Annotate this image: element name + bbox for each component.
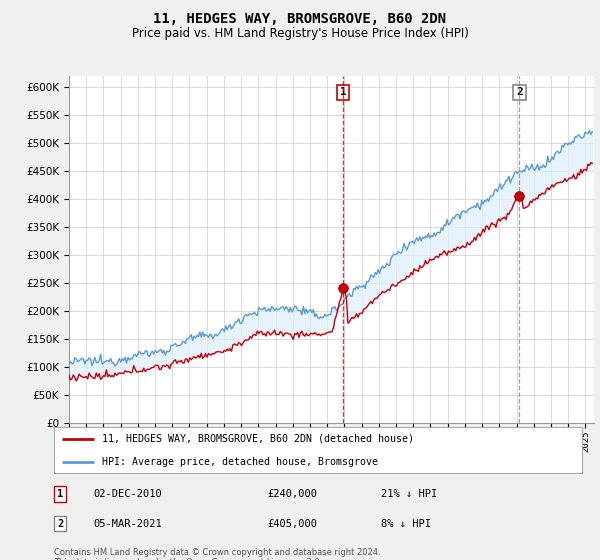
Text: 02-DEC-2010: 02-DEC-2010 bbox=[93, 489, 162, 499]
Text: 1: 1 bbox=[340, 87, 346, 97]
Text: HPI: Average price, detached house, Bromsgrove: HPI: Average price, detached house, Brom… bbox=[101, 457, 377, 466]
Text: 21% ↓ HPI: 21% ↓ HPI bbox=[381, 489, 437, 499]
Text: Contains HM Land Registry data © Crown copyright and database right 2024.
This d: Contains HM Land Registry data © Crown c… bbox=[54, 548, 380, 560]
Text: £405,000: £405,000 bbox=[267, 519, 317, 529]
Text: 1: 1 bbox=[57, 489, 63, 499]
Text: 05-MAR-2021: 05-MAR-2021 bbox=[93, 519, 162, 529]
Text: 11, HEDGES WAY, BROMSGROVE, B60 2DN (detached house): 11, HEDGES WAY, BROMSGROVE, B60 2DN (det… bbox=[101, 434, 413, 444]
Text: £240,000: £240,000 bbox=[267, 489, 317, 499]
Text: 8% ↓ HPI: 8% ↓ HPI bbox=[381, 519, 431, 529]
Text: 2: 2 bbox=[516, 87, 523, 97]
Text: 2: 2 bbox=[57, 519, 63, 529]
Text: Price paid vs. HM Land Registry's House Price Index (HPI): Price paid vs. HM Land Registry's House … bbox=[131, 27, 469, 40]
Text: 11, HEDGES WAY, BROMSGROVE, B60 2DN: 11, HEDGES WAY, BROMSGROVE, B60 2DN bbox=[154, 12, 446, 26]
